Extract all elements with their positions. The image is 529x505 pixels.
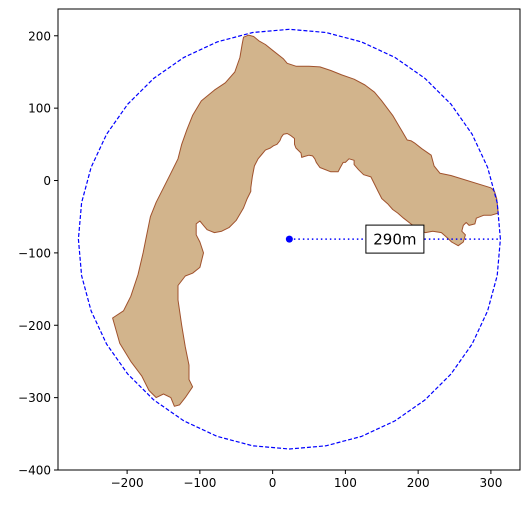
radius-circle <box>77 28 502 450</box>
center-point <box>285 235 293 243</box>
radius-label-box <box>365 224 425 254</box>
axes: −200 −100 0 100 200 300 −400 −300 −200 −100 0 100 20… <box>18 8 521 490</box>
x-tick-label: 100 <box>334 476 357 490</box>
y-tick-label: −200 <box>18 319 51 333</box>
x-tick-label: 200 <box>407 476 430 490</box>
y-tick-label: −300 <box>18 391 51 405</box>
y-tick-label: −100 <box>18 246 51 260</box>
y-tick-label: 100 <box>28 102 51 116</box>
plot-area: 290m <box>77 28 502 450</box>
x-tick-label: −200 <box>111 476 144 490</box>
x-tick-label: 0 <box>269 476 277 490</box>
x-tick-label: −100 <box>183 476 216 490</box>
radius-label: 290m <box>373 231 416 249</box>
x-tick-label: 300 <box>479 476 502 490</box>
land-shape <box>112 34 499 407</box>
axes-frame <box>57 8 521 471</box>
y-tick-label: −400 <box>18 464 51 478</box>
y-tick-label: 200 <box>28 29 51 43</box>
y-tick-label: 0 <box>43 174 51 188</box>
